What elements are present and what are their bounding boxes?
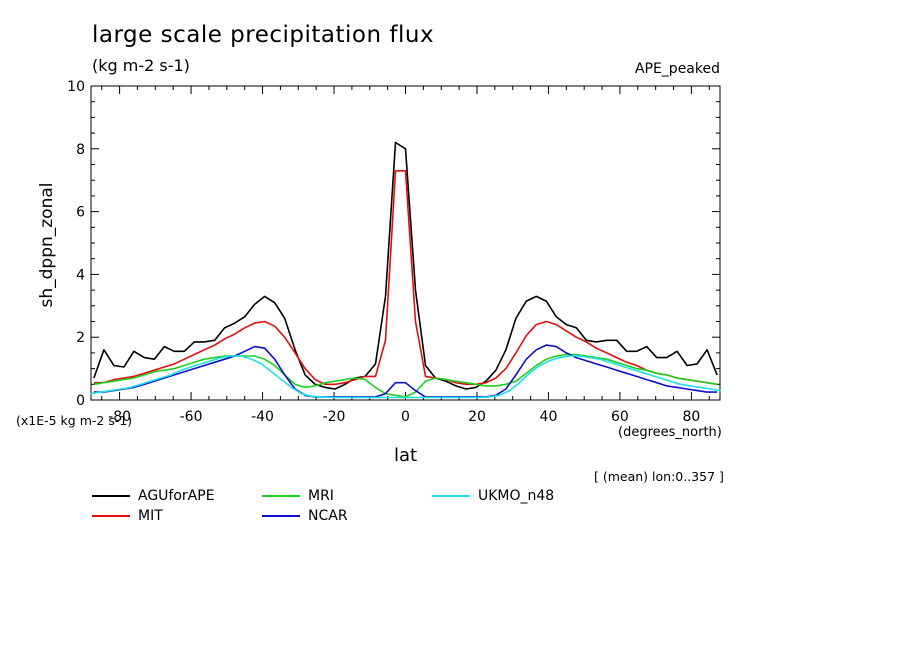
legend-label: AGUforAPE (138, 488, 215, 504)
x-tick-label: -60 (180, 409, 203, 425)
x-tick-label: -20 (323, 409, 346, 425)
legend-swatch (432, 495, 470, 497)
x-tick-label: 20 (468, 409, 486, 425)
x-tick-label: 80 (682, 409, 700, 425)
y-scale-note: (x1E-5 kg m-2 s-1) (16, 413, 133, 428)
x-tick-label: -40 (251, 409, 274, 425)
y-tick-label: 10 (67, 79, 85, 95)
y-axis-label: sh_dppn_zonal (37, 182, 57, 308)
y-tick-label: 0 (76, 393, 85, 409)
legend-swatch (92, 495, 130, 497)
y-tick-label: 4 (76, 267, 85, 283)
legend-label: UKMO_n48 (478, 488, 555, 504)
x-tick-label: 60 (611, 409, 629, 425)
x-tick-label: 40 (540, 409, 558, 425)
y-tick-label: 2 (76, 330, 85, 346)
series-line-ncar (93, 344, 718, 398)
y-tick-label: 6 (76, 205, 85, 221)
run-label: APE_peaked (634, 61, 720, 77)
legend-swatch (92, 515, 130, 517)
chart-units: (kg m-2 s-1) (92, 56, 190, 75)
y-tick-label: 8 (76, 142, 85, 158)
legend-label: MIT (138, 508, 163, 524)
legend-label: NCAR (308, 508, 348, 524)
legend-label: MRI (308, 488, 334, 504)
series-line-mit (93, 170, 718, 386)
x-tick-label: -80 (108, 409, 131, 425)
mean-note: [ (mean) lon:0..357 ] (594, 469, 724, 484)
chart-title: large scale precipitation flux (92, 22, 435, 48)
x-axis-unit: (degrees_north) (618, 425, 722, 440)
series-line-ukmo_n48 (90, 355, 721, 399)
x-tick-label: 0 (401, 409, 410, 425)
plot-frame (90, 85, 721, 401)
legend-swatch (262, 495, 300, 497)
x-axis-label: lat (394, 445, 418, 466)
series-line-aguforape (93, 141, 718, 390)
legend-swatch (262, 515, 300, 517)
